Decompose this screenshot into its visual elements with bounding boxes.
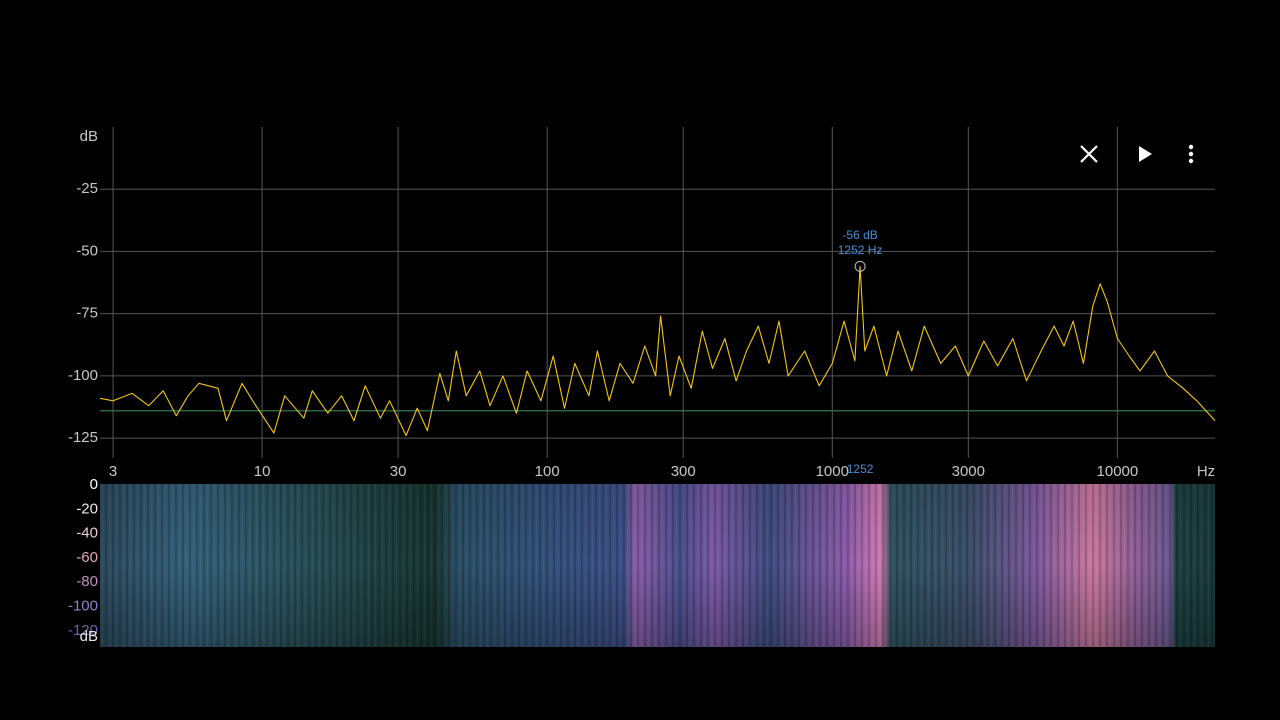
menu-button[interactable]: [1188, 144, 1194, 164]
spectrogram-scale-label: -40: [76, 525, 98, 542]
spectrogram-scale-label: -100: [68, 597, 98, 614]
y-tick-label: -50: [76, 242, 98, 259]
x-tick-label: 30: [390, 463, 407, 480]
plot-background: [100, 127, 1215, 458]
peak-marker: [854, 260, 866, 272]
spectrum-plot: -25 -50 -75 -100 -125 3 10 30 100 300 1000 3000 1000…: [68, 127, 1216, 480]
spectrogram-scale-label: -60: [76, 549, 98, 566]
spectrogram-shade: [100, 484, 1215, 647]
x-tick-label: 300: [671, 463, 696, 480]
spectrogram-scale-label: -20: [76, 500, 98, 517]
y-tick-label: -125: [68, 429, 98, 446]
spectrogram-unit-label: dB: [80, 628, 98, 645]
x-tick-label: 10000: [1097, 463, 1139, 480]
spectrum-line: [99, 265, 1216, 437]
y-tick-label: -75: [76, 305, 98, 322]
x-tick-label: 1000: [816, 463, 849, 480]
controls: [1080, 144, 1194, 164]
x-tick-label: 100: [535, 463, 560, 480]
x-tick-label: 3000: [952, 463, 985, 480]
spectrogram-scale-label: -120: [68, 622, 98, 639]
x-tick-label: 10: [254, 463, 271, 480]
play-button[interactable]: [1139, 146, 1152, 162]
peak-db-label: -56 dB: [842, 228, 877, 242]
y-tick-label: -100: [68, 367, 98, 384]
peak-axis-label: 1252: [847, 462, 874, 476]
peak-hz-label: 1252 Hz: [838, 243, 883, 257]
x-tick-label: 3: [109, 463, 117, 480]
close-button[interactable]: [1080, 145, 1098, 163]
spectrogram-scale-label: -80: [76, 573, 98, 590]
x-unit-label: Hz: [1197, 463, 1215, 480]
y-tick-label: -25: [76, 180, 98, 197]
spectrogram-scale-label: 0: [90, 476, 98, 493]
y-unit-label: dB: [80, 128, 98, 145]
